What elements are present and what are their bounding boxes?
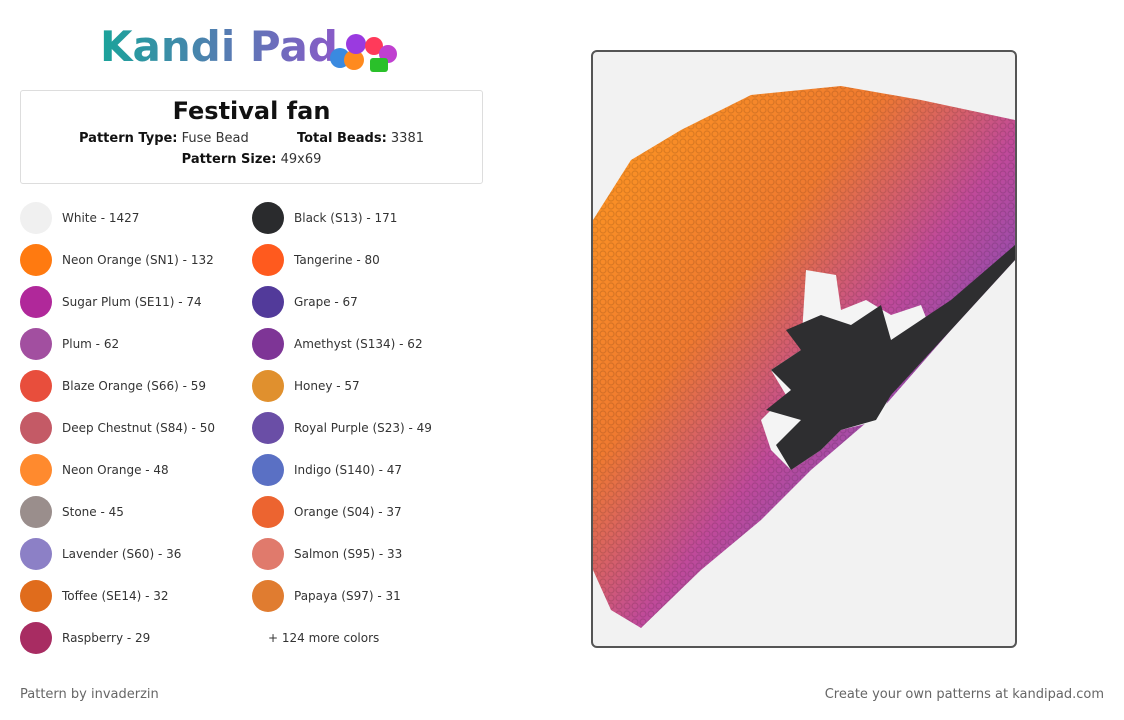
color-swatch	[252, 580, 284, 612]
color-swatch	[20, 496, 52, 528]
color-label: White - 1427	[62, 211, 140, 225]
color-label: Sugar Plum (SE11) - 74	[62, 295, 202, 309]
color-swatch	[252, 286, 284, 318]
color-swatch	[20, 244, 52, 276]
color-label: Royal Purple (S23) - 49	[294, 421, 432, 435]
color-label: Grape - 67	[294, 295, 358, 309]
logo-icon	[330, 34, 397, 72]
color-label: Lavender (S60) - 36	[62, 547, 182, 561]
color-label: Orange (S04) - 37	[294, 505, 402, 519]
color-label: Raspberry - 29	[62, 631, 151, 645]
color-swatch	[252, 496, 284, 528]
color-swatch	[20, 370, 52, 402]
label: Pattern Size:	[181, 152, 277, 167]
color-swatch	[252, 538, 284, 570]
color-swatch	[20, 622, 52, 654]
info-row: Pattern Size: 49x69	[21, 152, 482, 167]
color-swatch	[20, 538, 52, 570]
color-label: Blaze Orange (S66) - 59	[62, 379, 207, 393]
color-label: Neon Orange (SN1) - 132	[62, 253, 214, 267]
more-colors[interactable]: + 124 more colors	[268, 631, 380, 645]
pattern-preview	[591, 50, 1017, 648]
logo[interactable]: Kandi Pad	[100, 22, 338, 71]
color-label: Stone - 45	[62, 505, 124, 519]
promo[interactable]: Create your own patterns at kandipad.com	[824, 687, 1104, 702]
color-swatch	[252, 412, 284, 444]
title: Festival fan	[172, 97, 331, 125]
color-label: Indigo (S140) - 47	[294, 463, 402, 477]
color-label: Plum - 62	[62, 337, 120, 351]
info-row: Pattern Type: Fuse Bead Total Beads: 338…	[21, 131, 482, 146]
label: Pattern Type:	[79, 131, 178, 146]
color-label: Toffee (SE14) - 32	[62, 589, 169, 603]
color-label: Salmon (S95) - 33	[294, 547, 403, 561]
color-swatch	[20, 328, 52, 360]
color-label: Black (S13) - 171	[294, 211, 398, 225]
color-label: Neon Orange - 48	[62, 463, 169, 477]
color-swatch	[20, 454, 52, 486]
color-label: Amethyst (S134) - 62	[294, 337, 423, 351]
color-swatch	[20, 580, 52, 612]
color-swatch	[252, 202, 284, 234]
value: Fuse Bead	[181, 131, 249, 146]
color-swatch	[252, 244, 284, 276]
info-box: Festival fan Pattern Type: Fuse Bead Tot…	[20, 90, 483, 184]
label: Total Beads:	[296, 131, 387, 146]
color-label: Honey - 57	[294, 379, 360, 393]
color-swatch	[20, 202, 52, 234]
color-swatch	[20, 286, 52, 318]
color-swatch	[252, 454, 284, 486]
color-label: Deep Chestnut (S84) - 50	[62, 421, 215, 435]
color-swatch	[252, 370, 284, 402]
color-swatch	[20, 412, 52, 444]
credit[interactable]: Pattern by invaderzin	[20, 687, 159, 702]
value: 49x69	[280, 152, 322, 167]
color-swatch	[252, 328, 284, 360]
value: 3381	[390, 131, 424, 146]
color-label: Papaya (S97) - 31	[294, 589, 401, 603]
color-label: Tangerine - 80	[294, 253, 380, 267]
